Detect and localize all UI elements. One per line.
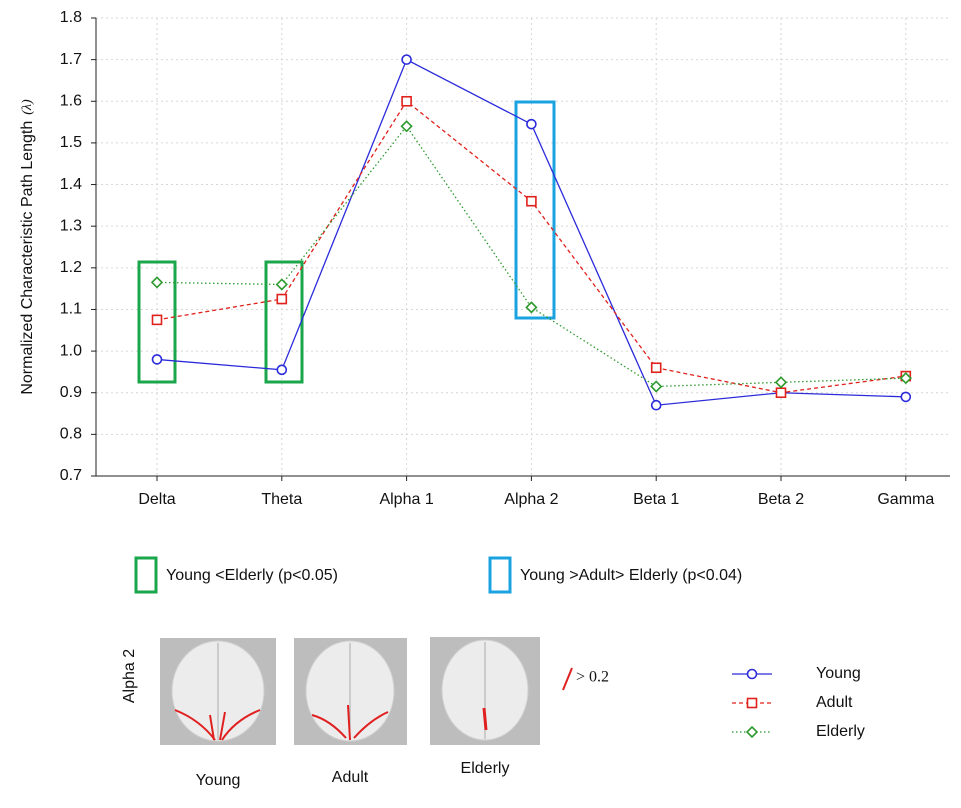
annotation-text: Young >Adult> Elderly (p<0.04) [520,567,742,584]
point [747,727,757,737]
y-tick-label: 1.2 [60,259,82,276]
point [277,295,286,304]
point [153,315,162,324]
point [277,279,287,289]
point [901,392,910,401]
annotation-swatch [490,558,510,592]
x-tick-label: Theta [261,491,302,508]
inset-band-label: Alpha 2 [121,649,138,703]
brain-image [430,637,540,745]
x-tick-label: Beta 1 [633,491,679,508]
x-tick-label: Beta 2 [758,491,804,508]
x-tick-label: Alpha 1 [379,491,433,508]
point [748,699,757,708]
y-axis-label: Normalized Characteristic Path Length (λ) [19,99,36,395]
point [748,670,757,679]
highlight-box [516,102,554,318]
inset: Alpha 2 Young Adult Elderly > 0.2 [121,637,609,789]
point [526,302,536,312]
point [776,377,786,387]
point [152,277,162,287]
point [527,197,536,206]
threshold-label: > 0.2 [576,669,609,686]
annotation-legend: Young <Elderly (p<0.05) Young >Adult> El… [136,558,742,592]
point [153,355,162,364]
y-tick-label: 1.4 [60,176,82,193]
y-tick-label: 0.7 [60,467,82,484]
y-tick-label: 1.8 [60,9,82,26]
inset-group-label: Elderly [461,760,510,777]
legend-label: Adult [816,694,853,711]
annotation-swatch [136,558,156,592]
y-tick-label: 1.3 [60,217,82,234]
annotation-text: Young <Elderly (p<0.05) [166,567,338,584]
legend-label: Young [816,665,861,682]
y-tick-label: 0.8 [60,426,82,443]
chart: Normalized Characteristic Path Length (λ)… [0,0,961,808]
point [652,363,661,372]
y-tick-label: 1.1 [60,301,82,318]
point [652,401,661,410]
y-tick-label: 1.5 [60,134,82,151]
y-tick-label: 0.9 [60,384,82,401]
brain-image [294,638,407,745]
point [651,381,661,391]
inset-group-label: Adult [332,769,369,786]
threshold-swatch [563,668,572,690]
x-tick-label: Alpha 2 [504,491,558,508]
point [402,55,411,64]
y-axis-symbol: (λ) [20,99,35,115]
y-axis-label-text: Normalized Characteristic Path Length [19,121,36,395]
brain-image [160,638,276,745]
x-tick-label: Delta [138,491,175,508]
inset-group-label: Young [196,772,241,789]
point [277,365,286,374]
x-tick-label: Gamma [877,491,934,508]
y-tick-label: 1.6 [60,92,82,109]
point [527,120,536,129]
legend-label: Elderly [816,723,865,740]
y-tick-label: 1.0 [60,342,82,359]
y-tick-label: 1.7 [60,51,82,68]
point [402,97,411,106]
point [777,388,786,397]
series-line [157,126,906,386]
